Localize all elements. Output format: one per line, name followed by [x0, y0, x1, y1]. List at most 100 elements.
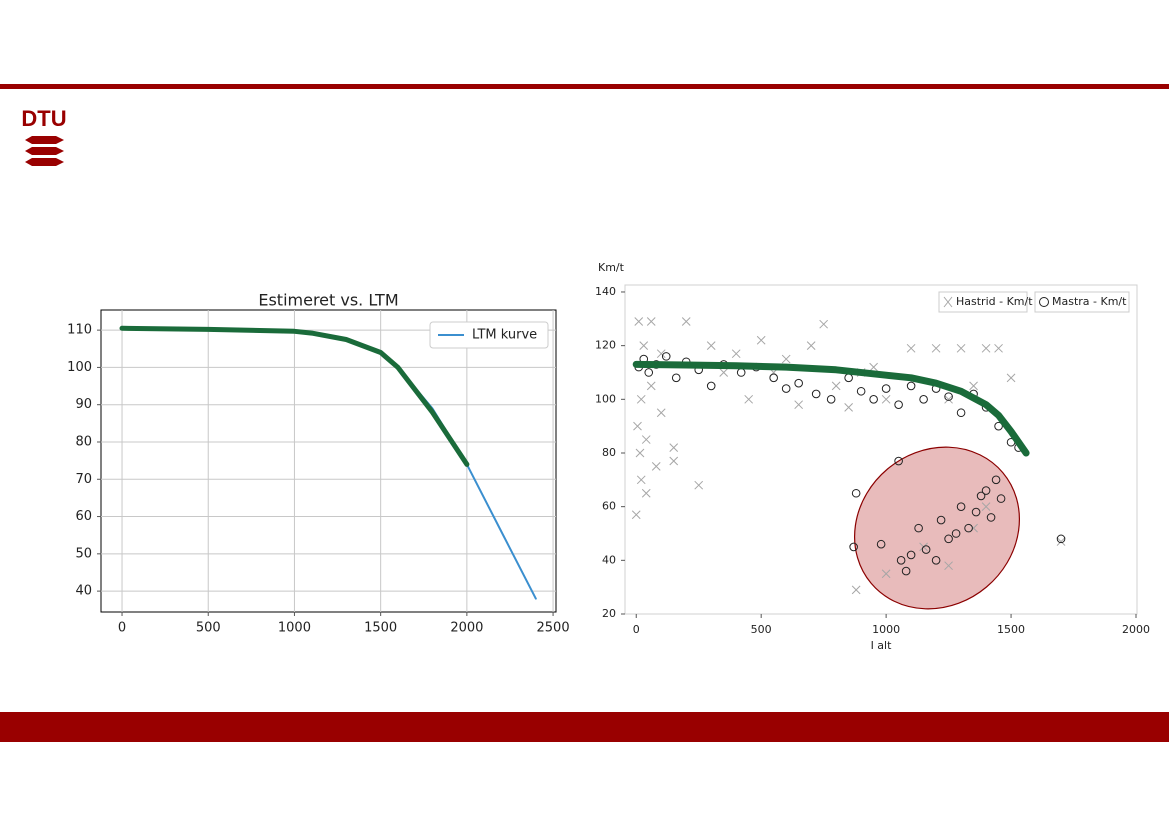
point: [636, 475, 646, 485]
point: [636, 394, 646, 404]
x-tick-label: 1000: [278, 621, 311, 636]
point: [631, 510, 641, 520]
point: [981, 486, 991, 495]
y-tick-label: 50: [75, 546, 92, 561]
point: [635, 448, 645, 458]
point: [971, 507, 981, 517]
point: [731, 349, 741, 359]
x-tick-label: 1500: [997, 623, 1025, 636]
legend-label: Mastra - Km/t: [1052, 295, 1127, 308]
x-tick-label: 500: [751, 623, 772, 636]
y-tick-label: 40: [75, 584, 92, 599]
x-tick-label: 500: [196, 621, 221, 636]
logo: DTU: [21, 106, 67, 166]
point: [956, 408, 966, 418]
point: [919, 395, 928, 404]
point: [669, 443, 679, 452]
plot-area: [100, 309, 557, 613]
highlight-ellipse: [853, 446, 1021, 610]
legend-box: [1034, 291, 1130, 313]
point: [1056, 534, 1066, 544]
point: [844, 403, 853, 412]
point: [996, 494, 1006, 503]
point: [944, 534, 953, 544]
chart-title: Estimeret vs. LTM: [258, 291, 398, 310]
point: [991, 475, 1001, 485]
point: [931, 343, 941, 353]
point: [921, 545, 931, 554]
top-rule: [0, 84, 1169, 89]
point: [906, 381, 916, 391]
y-tick-label: 60: [75, 509, 92, 524]
point: [851, 488, 861, 498]
x-tick-label: 1500: [364, 621, 397, 636]
point: [826, 395, 836, 404]
x-axis-label: I alt: [871, 639, 893, 652]
point: [976, 491, 986, 501]
point: [856, 386, 866, 396]
y-tick-label: 80: [75, 434, 92, 449]
bottom-band: [0, 712, 1169, 742]
point: [794, 378, 803, 388]
point: [756, 335, 766, 345]
series-line: [119, 325, 470, 467]
y-tick-label: 20: [602, 607, 616, 620]
logo-mark: [25, 136, 64, 166]
point: [951, 529, 961, 538]
y-tick-label: 70: [75, 472, 92, 487]
y-tick-label: 110: [67, 323, 92, 338]
point: [644, 368, 654, 377]
point: [719, 368, 729, 377]
point: [706, 341, 716, 351]
y-tick-label: 80: [602, 446, 616, 459]
point: [1056, 537, 1066, 546]
point: [851, 585, 861, 595]
point: [744, 394, 754, 404]
y-tick-label: 60: [602, 500, 616, 513]
plot-area: [624, 284, 1138, 615]
point: [881, 569, 891, 579]
point: [931, 556, 941, 565]
point: [881, 394, 891, 404]
x-tick-label: 1000: [872, 623, 900, 636]
point: [956, 502, 966, 511]
point: [869, 395, 878, 404]
y-tick-label: 100: [595, 392, 616, 405]
legend-box: [429, 321, 549, 349]
point: [641, 488, 651, 498]
point: [633, 421, 642, 431]
point: [656, 349, 666, 359]
point: [901, 566, 911, 576]
point: [646, 317, 656, 326]
point: [894, 456, 903, 466]
x-tick-label: 2000: [450, 621, 483, 636]
point: [781, 384, 791, 393]
point: [794, 400, 804, 410]
point: [876, 539, 886, 549]
point: [806, 341, 816, 351]
point: [869, 362, 878, 372]
point: [894, 400, 903, 409]
point: [634, 317, 644, 326]
point: [906, 343, 916, 353]
point: [831, 381, 841, 391]
y-tick-label: 40: [602, 553, 616, 566]
point: [671, 373, 681, 383]
point: [994, 421, 1003, 431]
point: [769, 373, 778, 383]
point: [706, 381, 716, 391]
point: [811, 389, 821, 399]
point: [944, 394, 953, 404]
point: [896, 556, 906, 565]
point: [819, 319, 829, 329]
logo-text: DTU: [21, 106, 66, 131]
y-tick-label: 120: [595, 339, 616, 352]
point: [944, 561, 953, 571]
point: [639, 341, 649, 351]
point: [936, 515, 946, 525]
point: [781, 354, 791, 364]
x-tick-label: 0: [118, 621, 126, 636]
point: [994, 343, 1003, 353]
point: [906, 550, 916, 560]
